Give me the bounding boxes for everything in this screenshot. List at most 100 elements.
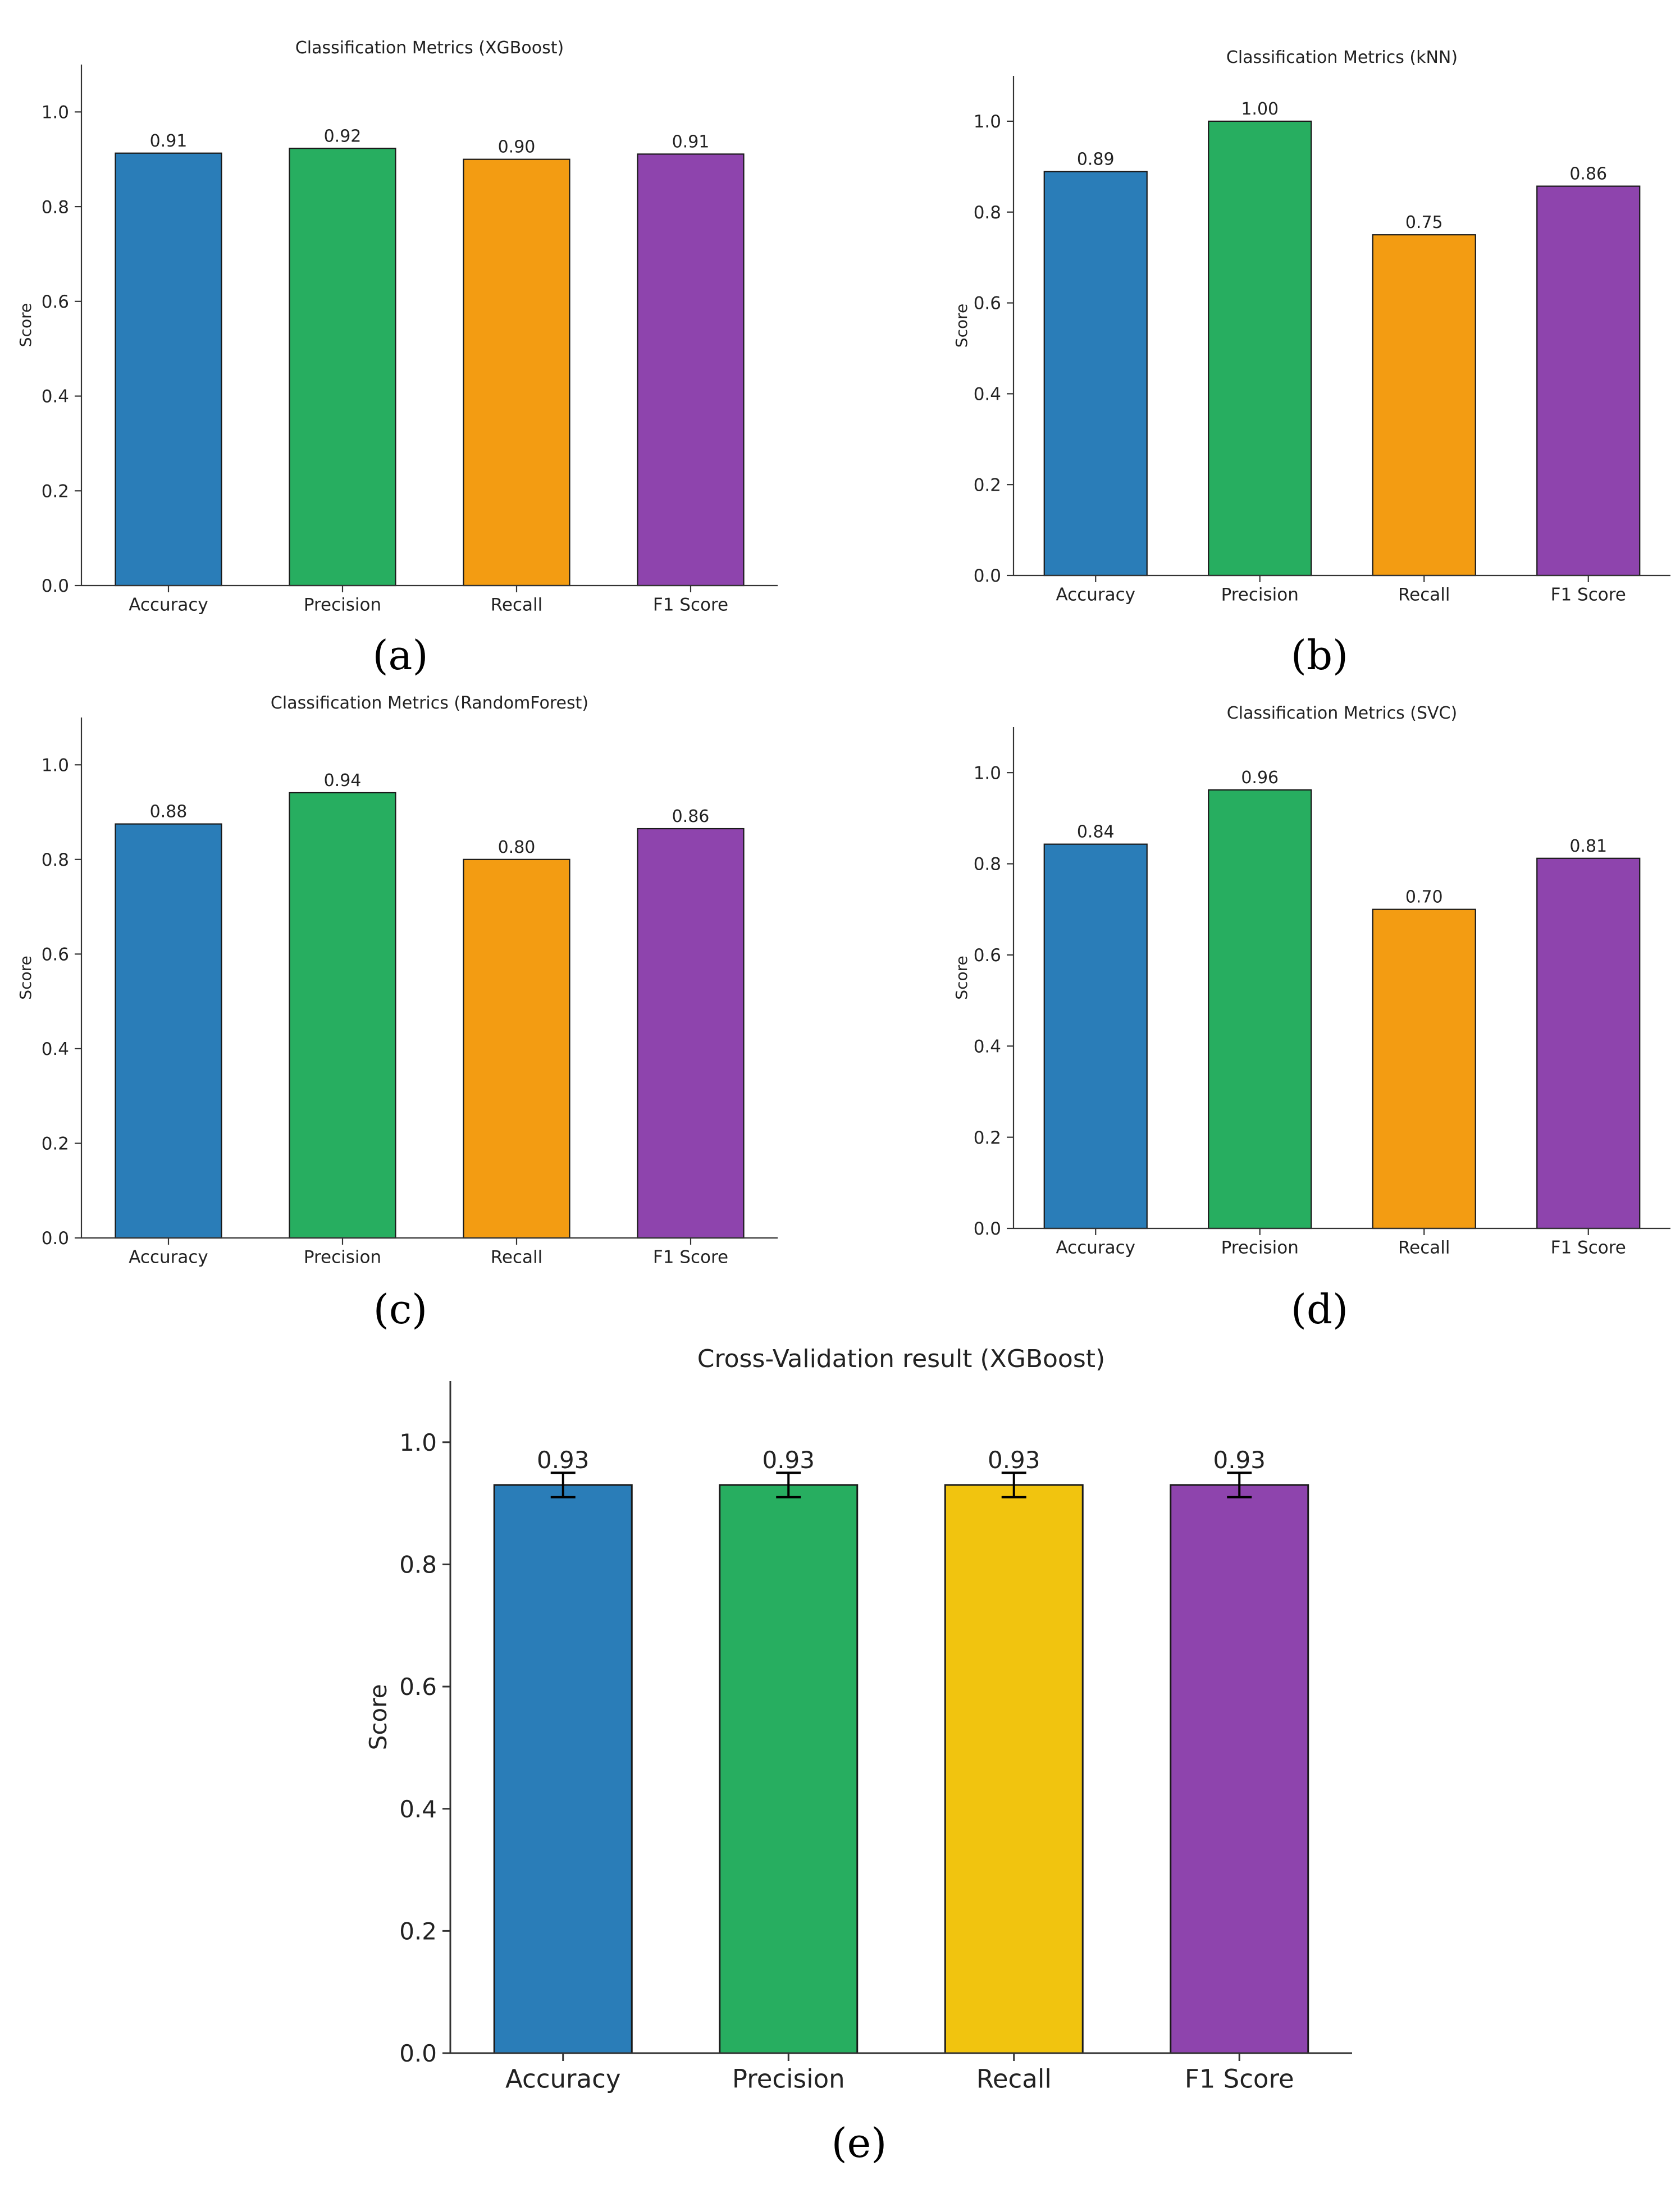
x-tick-label: Recall <box>976 2064 1052 2094</box>
value-label: 0.93 <box>988 1446 1040 1474</box>
x-tick-label: Accuracy <box>129 1247 208 1268</box>
y-tick-label: 0.2 <box>399 1917 437 1945</box>
y-tick-label: 0.4 <box>42 1039 69 1059</box>
bar-accuracy <box>115 152 222 587</box>
x-tick-label: F1 Score <box>653 1247 728 1268</box>
x-tick-label: Precision <box>304 1247 381 1268</box>
bar-precision <box>1208 120 1312 577</box>
x-tick-label: Accuracy <box>505 2064 620 2094</box>
value-label: 0.93 <box>1213 1446 1266 1474</box>
y-tick-label: 0.0 <box>399 2040 437 2067</box>
x-tick-label: F1 Score <box>1551 1238 1626 1258</box>
value-label: 0.84 <box>1077 822 1115 842</box>
y-axis-label: Score <box>16 303 35 347</box>
bar-recall <box>1372 908 1476 1230</box>
x-tick-label: Recall <box>491 595 543 615</box>
y-tick-label: 0.4 <box>974 385 1001 405</box>
value-label: 0.90 <box>498 138 536 157</box>
value-label: 1.00 <box>1241 99 1279 119</box>
x-tick-label: F1 Score <box>1551 585 1626 605</box>
bar-recall <box>944 1484 1084 2054</box>
y-tick-label: 1.0 <box>399 1429 437 1456</box>
value-label: 0.96 <box>1241 768 1279 788</box>
y-tick-label: 0.8 <box>399 1551 437 1579</box>
y-tick-label: 0.6 <box>399 1673 437 1701</box>
bar-precision <box>289 148 396 587</box>
x-tick-label: Accuracy <box>1056 585 1135 605</box>
bar-precision <box>289 792 396 1239</box>
y-tick-label: 0.8 <box>974 203 1001 223</box>
value-label: 0.91 <box>150 131 188 151</box>
x-tick-label: F1 Score <box>653 595 728 615</box>
y-tick-label: 1.0 <box>974 112 1001 132</box>
bar-precision <box>719 1484 859 2054</box>
value-label: 0.86 <box>1569 164 1607 184</box>
value-label: 0.91 <box>672 132 710 152</box>
chart-panel-c: Classification Metrics (RandomForest) 0.0… <box>16 693 778 1333</box>
y-tick-label: 0.8 <box>42 850 69 870</box>
bar-recall <box>463 158 570 587</box>
y-tick-label: 0.8 <box>974 854 1001 875</box>
x-tick-label: Precision <box>732 2064 845 2094</box>
x-tick-label: Recall <box>1398 585 1450 605</box>
bar-recall <box>1372 234 1476 577</box>
chart-title: Classification Metrics (SVC) <box>1227 703 1457 723</box>
chart-title: Classification Metrics (XGBoost) <box>295 38 564 58</box>
bar-f1-score <box>1170 1484 1309 2054</box>
panel-caption: (a) <box>372 632 428 679</box>
y-axis-label: Score <box>952 956 971 999</box>
x-tick-label: Recall <box>491 1247 543 1268</box>
chart-title: Cross-Validation result (XGBoost) <box>697 1345 1105 1373</box>
panel-caption: (e) <box>832 2119 887 2167</box>
y-tick-label: 0.2 <box>974 475 1001 495</box>
chart-title: Classification Metrics (kNN) <box>1226 48 1458 67</box>
y-tick-label: 0.8 <box>42 197 69 217</box>
y-axis-label: Score <box>364 1684 392 1751</box>
value-label: 0.70 <box>1405 888 1443 907</box>
y-axis-label: Score <box>952 304 971 348</box>
x-tick-label: Recall <box>1398 1238 1450 1258</box>
x-tick-label: Accuracy <box>1056 1238 1135 1258</box>
value-label: 0.92 <box>324 126 362 146</box>
panel-caption: (b) <box>1291 632 1348 679</box>
y-tick-label: 0.6 <box>42 945 69 965</box>
value-label: 0.93 <box>537 1446 590 1474</box>
y-tick-label: 1.0 <box>42 103 69 123</box>
y-tick-label: 0.0 <box>974 566 1001 586</box>
bar-f1-score <box>637 828 745 1239</box>
bar-f1-score <box>1536 857 1641 1230</box>
y-tick-label: 0.4 <box>399 1795 437 1823</box>
y-tick-label: 0.6 <box>974 294 1001 314</box>
y-tick-label: 1.0 <box>42 755 69 775</box>
value-label: 0.75 <box>1405 213 1443 232</box>
value-label: 0.94 <box>324 771 362 790</box>
y-tick-label: 0.0 <box>42 1228 69 1249</box>
y-tick-label: 0.4 <box>974 1036 1001 1057</box>
chart-title: Classification Metrics (RandomForest) <box>271 693 588 713</box>
chart-panel-e: Cross-Validation result (XGBoost) 0.0 0.2 0… <box>364 1345 1352 2167</box>
x-tick-label: Precision <box>1221 1238 1299 1258</box>
value-label: 0.81 <box>1569 837 1607 856</box>
value-label: 0.88 <box>150 802 188 822</box>
y-tick-label: 0.0 <box>42 576 69 596</box>
x-tick-label: F1 Score <box>1185 2064 1294 2094</box>
bar-accuracy <box>1043 171 1148 577</box>
y-tick-label: 0.2 <box>42 1134 69 1154</box>
bar-accuracy <box>115 823 222 1239</box>
chart-panel-a: Classification Metrics (XGBoost) 0.0 0.2 0.… <box>16 38 778 679</box>
value-label: 0.93 <box>762 1446 815 1474</box>
value-label: 0.89 <box>1077 150 1115 170</box>
y-tick-label: 0.0 <box>974 1219 1001 1239</box>
bar-accuracy <box>493 1484 633 2054</box>
y-tick-label: 0.6 <box>42 292 69 312</box>
panel-caption: (d) <box>1291 1286 1348 1333</box>
bar-f1-score <box>637 153 745 587</box>
x-tick-label: Precision <box>1221 585 1299 605</box>
bar-recall <box>463 858 570 1239</box>
y-tick-label: 0.6 <box>974 945 1001 966</box>
bar-accuracy <box>1043 843 1148 1230</box>
chart-panel-d: Classification Metrics (SVC) 0.0 0.2 0.4 0.6… <box>952 703 1670 1333</box>
bar-f1-score <box>1536 185 1641 577</box>
y-axis-label: Score <box>16 956 35 999</box>
